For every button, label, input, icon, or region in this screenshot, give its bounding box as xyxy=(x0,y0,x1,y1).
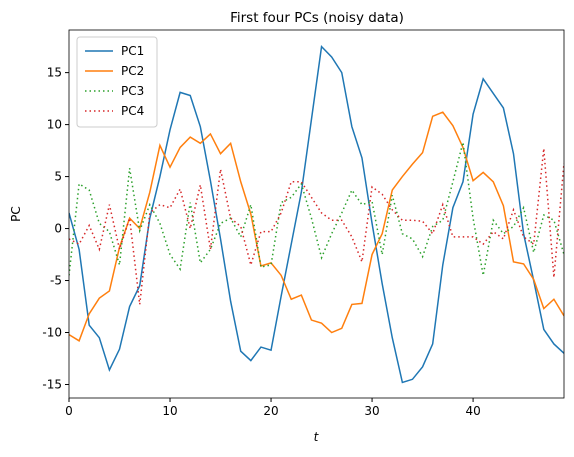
y-tick-label: 15 xyxy=(47,66,62,80)
y-tick-label: -10 xyxy=(42,326,62,340)
plot-frame xyxy=(68,29,565,399)
x-tick-label: 30 xyxy=(364,404,379,418)
legend-box xyxy=(76,36,158,128)
line-series xyxy=(69,142,564,276)
x-axis-label: t xyxy=(314,430,320,444)
line-series xyxy=(69,45,564,384)
y-tick-label: -5 xyxy=(50,274,62,288)
legend-label: PC4 xyxy=(121,104,144,118)
x-tick-label: 40 xyxy=(465,404,480,418)
y-tick-label: 5 xyxy=(54,170,62,184)
y-tick-label: 0 xyxy=(54,222,62,236)
x-tick-label: 0 xyxy=(65,404,73,418)
legend-label: PC1 xyxy=(121,44,144,58)
x-tick-label: 10 xyxy=(162,404,177,418)
x-tick-label: 20 xyxy=(263,404,278,418)
chart-title: First four PCs (noisy data) xyxy=(230,10,404,26)
legend-label: PC3 xyxy=(121,84,144,98)
y-tick-label: 10 xyxy=(47,118,62,132)
y-tick-label: -15 xyxy=(42,377,62,391)
y-axis-label: PC xyxy=(9,206,23,222)
legend: PC1 PC2 PC3 PC4 xyxy=(76,36,158,128)
line-series xyxy=(69,148,564,305)
legend-label: PC2 xyxy=(121,64,144,78)
line-series xyxy=(69,111,564,342)
